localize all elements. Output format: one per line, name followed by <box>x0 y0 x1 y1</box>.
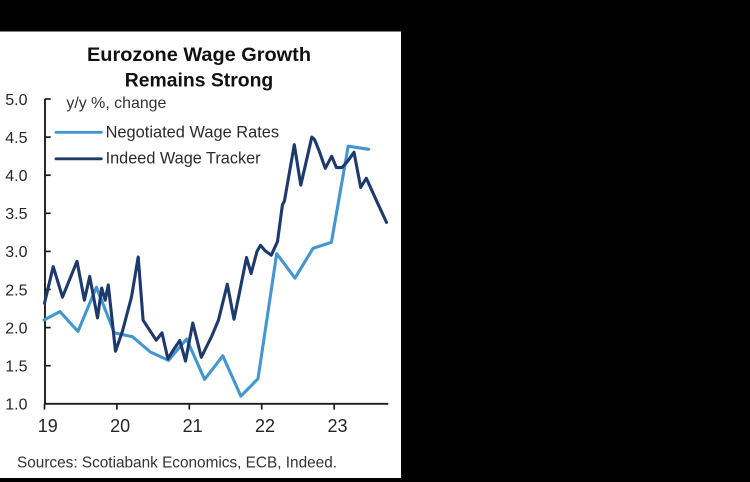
svg-text:5.0: 5.0 <box>5 92 27 109</box>
svg-text:23: 23 <box>327 416 347 436</box>
svg-text:21: 21 <box>183 416 203 436</box>
svg-text:y/y %, change: y/y %, change <box>66 95 166 112</box>
svg-text:4.0: 4.0 <box>5 168 27 185</box>
svg-text:Eurozone Wage Growth: Eurozone Wage Growth <box>87 45 311 66</box>
svg-text:19: 19 <box>38 416 58 436</box>
svg-text:22: 22 <box>255 416 275 436</box>
svg-text:4.5: 4.5 <box>5 130 27 147</box>
svg-text:20: 20 <box>110 416 130 436</box>
svg-text:Sources: Scotiabank Economics,: Sources: Scotiabank Economics, ECB, Inde… <box>17 455 337 472</box>
svg-text:Negotiated Wage Rates: Negotiated Wage Rates <box>106 122 280 141</box>
svg-text:3.0: 3.0 <box>5 244 27 261</box>
svg-text:1.5: 1.5 <box>5 359 27 376</box>
svg-text:3.5: 3.5 <box>5 206 27 223</box>
svg-text:2.5: 2.5 <box>5 282 27 299</box>
svg-text:1.0: 1.0 <box>5 397 27 414</box>
svg-text:2.0: 2.0 <box>5 320 27 337</box>
svg-text:Indeed Wage Tracker: Indeed Wage Tracker <box>106 148 261 167</box>
svg-text:Remains Strong: Remains Strong <box>125 70 274 91</box>
